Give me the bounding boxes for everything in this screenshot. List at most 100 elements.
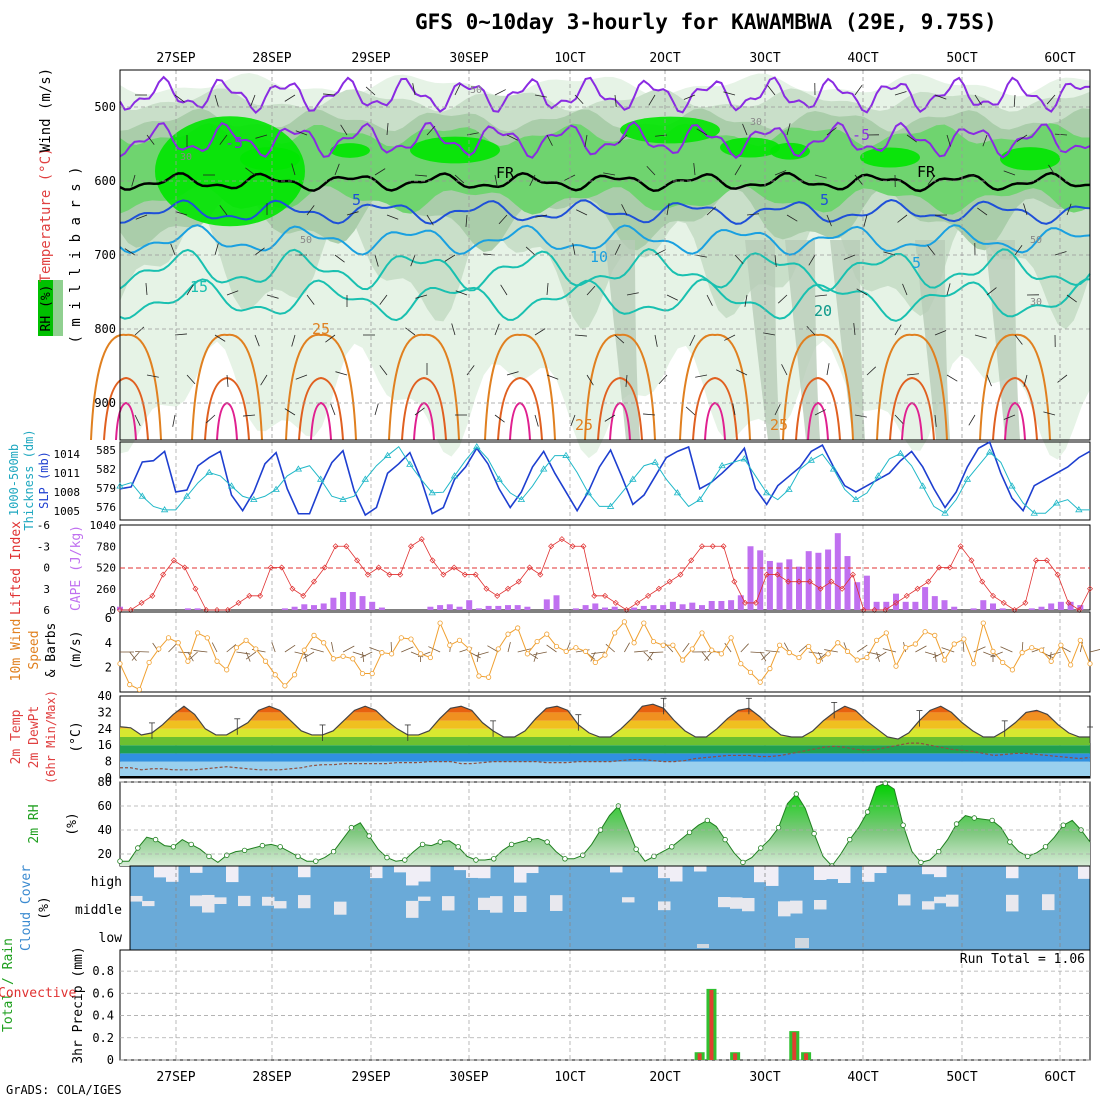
rh2m-tick: 20: [98, 847, 112, 861]
wind-barb: [145, 283, 148, 296]
wind-barb: [254, 247, 265, 256]
wind10-barb: [546, 644, 557, 653]
li-marker: [192, 585, 199, 592]
cape-bar: [757, 550, 764, 610]
wind10-marker: [262, 658, 269, 664]
wind10-barb: [517, 648, 532, 653]
wind-barb: [534, 414, 539, 427]
li-marker: [580, 543, 587, 550]
wind10-barb: [135, 651, 150, 653]
cloud-row-label-middle: middle: [75, 903, 122, 918]
thickness-marker: [606, 502, 615, 509]
contour-label-13: 25: [770, 416, 788, 434]
cape-bar: [446, 604, 453, 610]
wind10-barb: [605, 643, 615, 653]
wind10-barb: [533, 651, 547, 656]
wind-barb: [897, 214, 908, 223]
cape-bar: [611, 606, 618, 610]
wind-barb: [291, 163, 296, 176]
cape-bar: [970, 608, 977, 610]
wind10-marker: [903, 645, 909, 651]
pressure-tick: 900: [94, 396, 116, 410]
wind10-label-3: & Barbs: [44, 623, 59, 678]
li-marker: [731, 578, 738, 585]
pressure-tick: 800: [94, 322, 116, 336]
cloud-gap-mid: [238, 895, 251, 907]
wind-barb: [586, 285, 596, 296]
wind-barb: [866, 366, 877, 376]
wind10-marker: [844, 648, 851, 654]
wind10-marker: [418, 651, 424, 657]
wind-barb: [621, 204, 628, 216]
top-date-label-2: 29SEP: [351, 51, 390, 66]
slp-line: [119, 440, 1091, 517]
rh2m-marker: [562, 856, 568, 862]
top-date-label-0: 27SEP: [156, 51, 195, 66]
li-tick: -6: [37, 519, 50, 532]
wind10-marker: [204, 635, 210, 641]
temp-band: [120, 712, 1090, 721]
wind-barb: [219, 134, 228, 145]
rh2m-marker: [366, 833, 372, 839]
temp2m-panel: 40 32 24 16 8 0 2m Temp 2m DewPt (6hr Min/Max) (°…: [9, 689, 1093, 785]
wind10-marker: [1029, 645, 1035, 651]
slp-tick: 1008: [54, 486, 81, 499]
wind10-marker: [796, 654, 802, 661]
cape-bar: [1057, 601, 1064, 610]
wind10-barb: [271, 642, 276, 653]
temp-contour-25: [388, 333, 460, 441]
cloud-gap-high: [406, 866, 419, 886]
contour-label-11: 20: [814, 302, 832, 320]
cape-bar: [815, 552, 822, 610]
cape-bar: [631, 607, 638, 610]
wind-barb: [134, 326, 145, 336]
wind-barb: [534, 328, 546, 336]
cape-bar: [922, 587, 929, 610]
li-marker: [526, 564, 533, 571]
wind10-marker: [718, 651, 725, 657]
contour-label-8: FR: [917, 163, 936, 181]
cape-tick: 260: [96, 583, 116, 596]
wind10-barb: [193, 650, 208, 653]
temp-contour-25: [782, 333, 854, 441]
cape-bar: [825, 549, 832, 610]
rh2m-panel: 80 60 40 20 2m RH (%): [27, 775, 1091, 869]
li-marker: [257, 592, 264, 599]
wind-barb: [165, 174, 176, 183]
thickness-marker: [473, 442, 481, 450]
wind10-marker: [1009, 667, 1016, 673]
wind-barb: [426, 125, 436, 136]
wind-barb: [777, 294, 788, 304]
cloud-gap-mid: [622, 897, 635, 903]
precip-units-label: 3hr Precip (mm): [71, 946, 86, 1063]
cloud-gap-high: [418, 866, 431, 882]
wind10-barb: [704, 651, 713, 661]
cloud-gap-mid: [298, 895, 311, 909]
wind-barb: [814, 409, 826, 416]
contour-label-16: 50: [1030, 235, 1042, 246]
wind10-marker: [670, 642, 676, 648]
cloud-gap-high: [670, 866, 683, 882]
cape-bar: [485, 605, 492, 610]
wind-barb: [625, 374, 628, 387]
li-marker: [828, 578, 835, 585]
wind-barb: [1014, 245, 1023, 256]
li-marker: [688, 557, 695, 564]
cape-bar: [437, 605, 444, 610]
cape-bar: [679, 604, 686, 610]
thickness-marker: [740, 455, 749, 462]
wind10-marker: [728, 635, 734, 641]
wind-barb: [927, 245, 936, 256]
wind10-barb: [360, 651, 373, 658]
contour-label-19: 30: [180, 152, 192, 163]
li-marker: [1054, 571, 1061, 578]
cloud-gap-mid: [142, 901, 155, 907]
li-marker: [752, 599, 759, 606]
contour-label-10: 5: [912, 254, 921, 272]
rh2m-marker: [402, 857, 408, 863]
cape-bar: [990, 603, 996, 610]
wind-barb: [906, 373, 919, 376]
cape-bar: [553, 595, 560, 610]
wind10-marker: [136, 686, 142, 693]
cloud-gap-mid: [406, 900, 419, 918]
